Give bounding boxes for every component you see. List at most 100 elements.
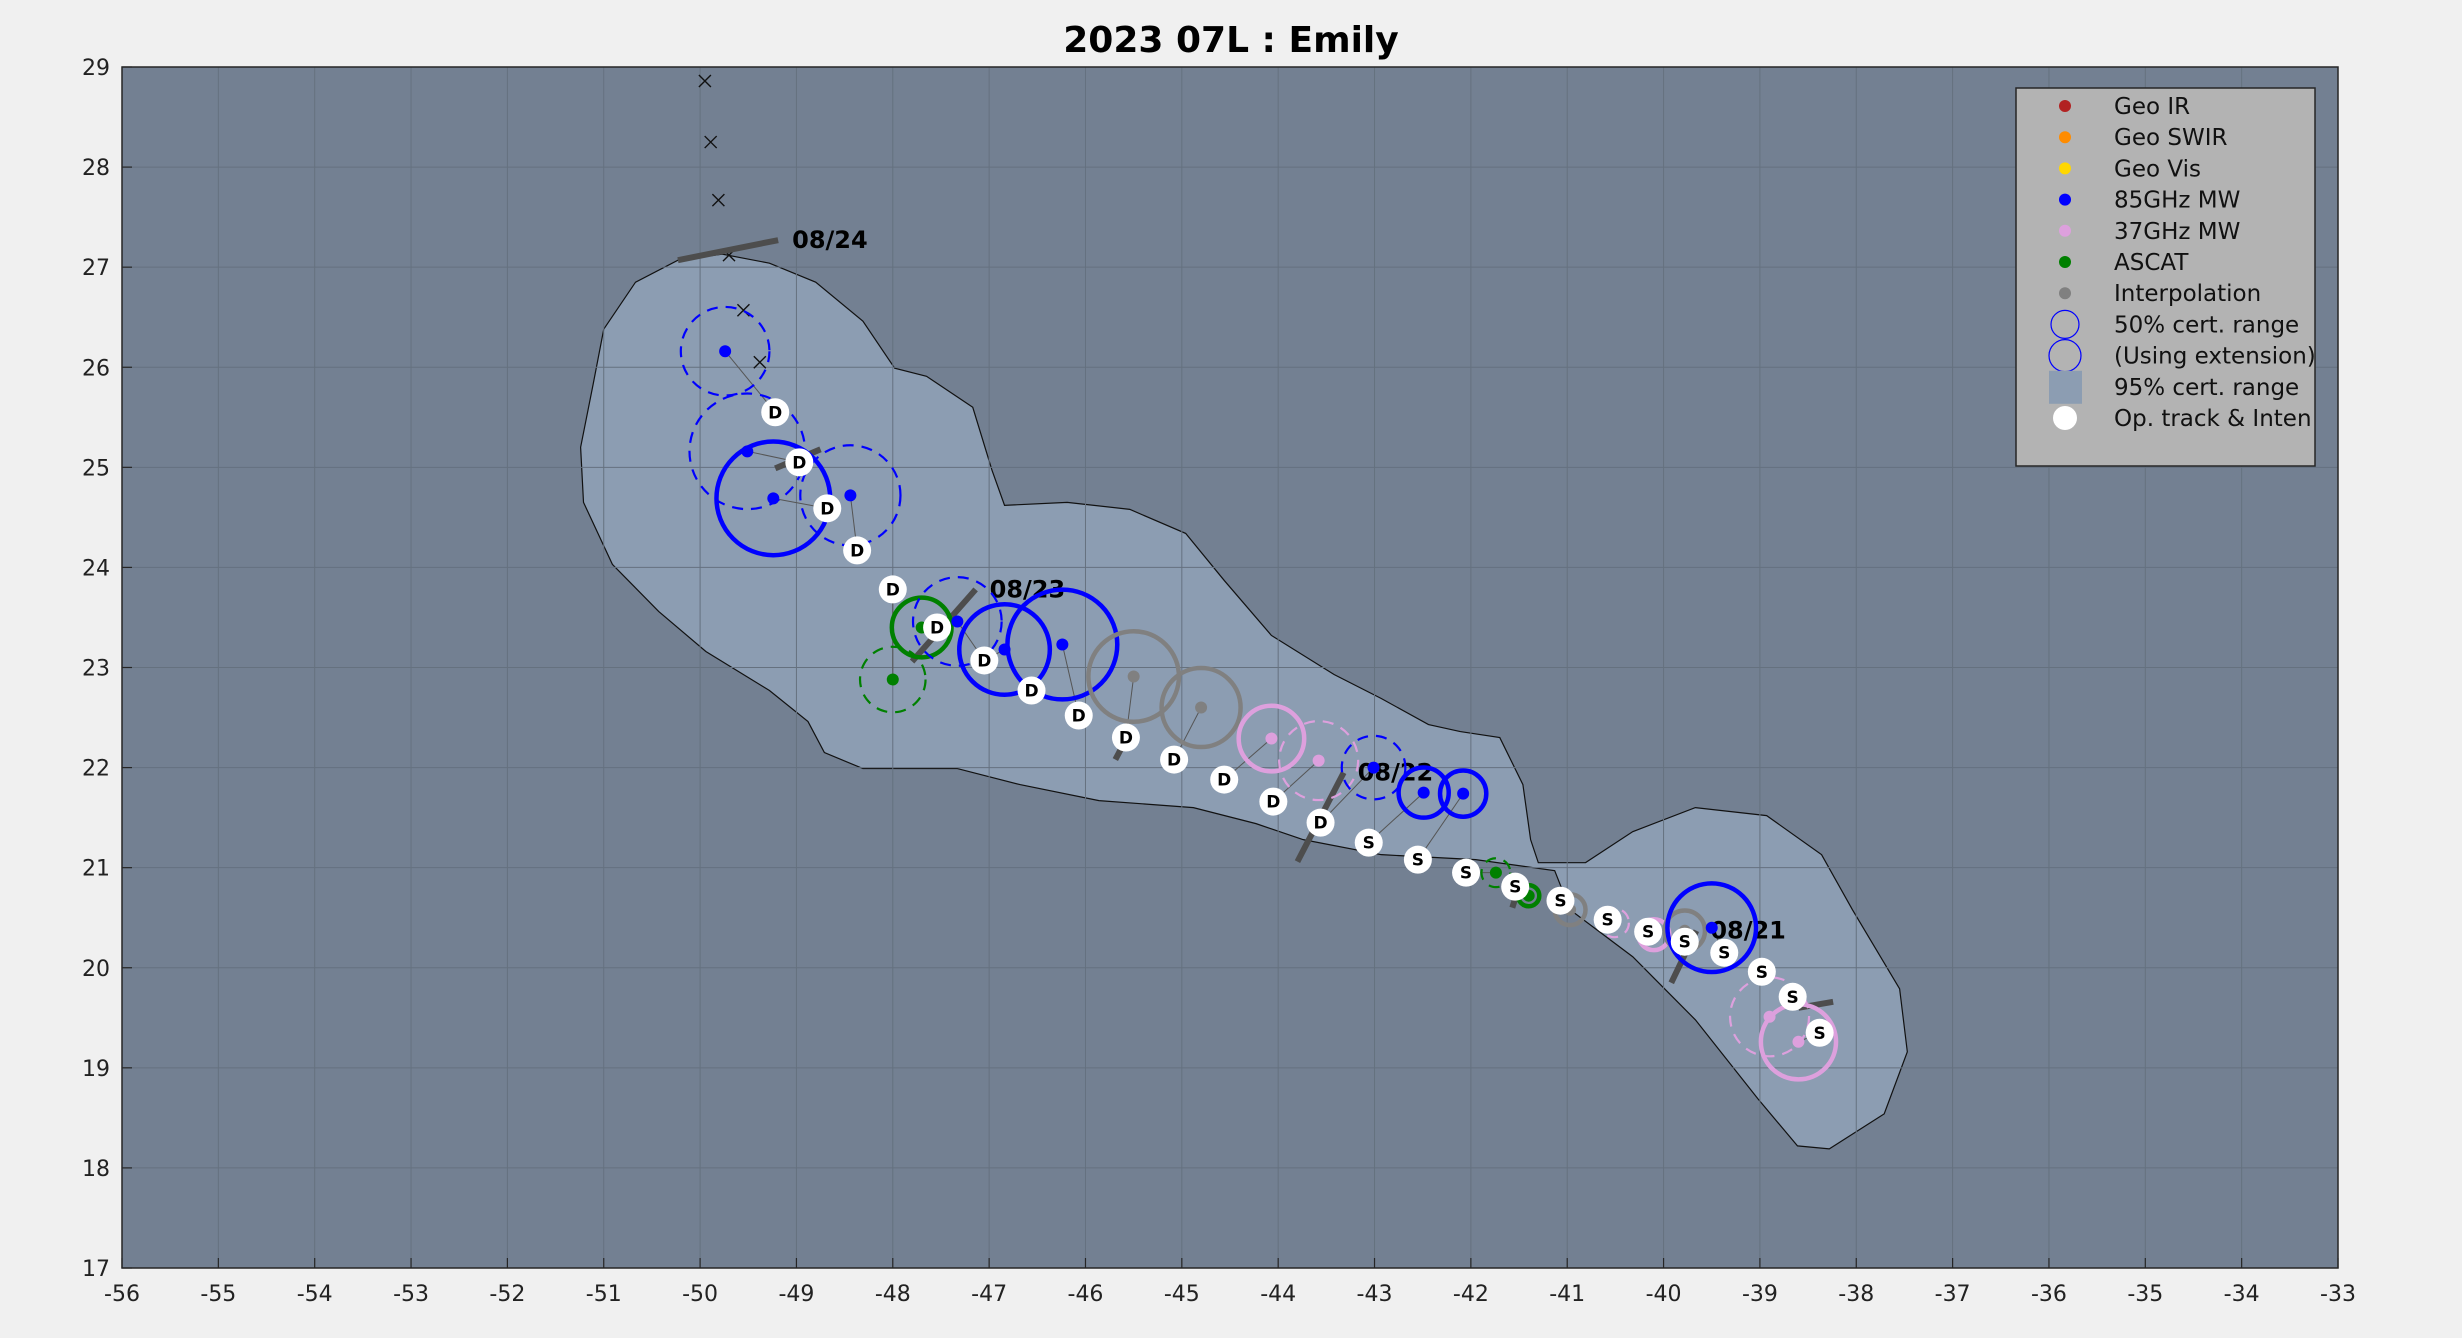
op-track-point xyxy=(1710,938,1739,967)
op-track-point xyxy=(1546,886,1575,915)
op-track-point xyxy=(1634,917,1663,946)
y-tick-label: 17 xyxy=(82,1257,110,1282)
fix-point xyxy=(1417,786,1430,799)
legend-dot-icon xyxy=(2059,131,2071,144)
x-tick-label: -54 xyxy=(297,1282,333,1307)
op-track-point xyxy=(878,575,907,604)
date-label: 08/22 xyxy=(1358,759,1434,787)
op-intensity-label: D xyxy=(792,453,806,473)
legend-dot-icon xyxy=(2059,224,2071,237)
op-track-point xyxy=(1160,745,1189,774)
op-track-point xyxy=(1064,701,1093,730)
fix-point xyxy=(951,615,964,628)
x-tick-label: -38 xyxy=(1838,1282,1874,1307)
op-intensity-label: D xyxy=(977,651,991,671)
op-intensity-label: S xyxy=(1509,878,1521,898)
fix-point xyxy=(1127,670,1140,683)
op-intensity-label: D xyxy=(768,403,782,423)
op-intensity-label: S xyxy=(1363,834,1375,854)
op-intensity-label: D xyxy=(886,580,900,600)
x-tick-label: -52 xyxy=(489,1282,525,1307)
op-intensity-label: S xyxy=(1787,988,1799,1008)
op-track-point xyxy=(1403,845,1432,874)
legend-label: 37GHz MW xyxy=(2114,219,2240,245)
op-track-point xyxy=(1259,787,1288,816)
fix-point xyxy=(1265,732,1278,745)
op-track-point xyxy=(1210,765,1239,794)
x-marker-icon xyxy=(753,355,767,369)
op-track-point xyxy=(843,536,872,565)
y-tick-label: 25 xyxy=(82,456,110,481)
certainty-circle xyxy=(1480,857,1512,889)
legend-label: Geo SWIR xyxy=(2114,125,2227,151)
op-intensity-label: D xyxy=(1119,729,1133,749)
x-marker-icon xyxy=(711,193,725,207)
legend: Geo IR Geo SWIR Geo Vis 85GHz MW 37GHz MW ASC… xyxy=(2015,87,2316,467)
fix-point xyxy=(1489,866,1502,879)
op-track-point xyxy=(1670,927,1699,956)
fix-point xyxy=(886,673,899,686)
legend-dot-icon xyxy=(2059,287,2071,300)
y-tick-label: 23 xyxy=(82,657,110,682)
date-marker-line xyxy=(677,237,779,264)
op-track-point xyxy=(761,398,790,427)
y-tick-label: 26 xyxy=(82,356,110,381)
op-track-point xyxy=(1306,808,1335,837)
x-tick-label: -53 xyxy=(393,1282,429,1307)
certainty-circle xyxy=(1665,881,1759,975)
legend-label: 95% cert. range xyxy=(2114,375,2299,401)
op-track-point xyxy=(970,646,999,675)
x-tick-label: -49 xyxy=(778,1282,814,1307)
legend-label: ASCAT xyxy=(2114,250,2189,276)
op-track-point xyxy=(1593,905,1622,934)
fix-point xyxy=(767,492,780,505)
y-tick-label: 28 xyxy=(82,156,110,181)
certainty-circle xyxy=(1236,703,1307,774)
x-tick-label: -50 xyxy=(682,1282,718,1307)
op-intensity-label: D xyxy=(820,499,834,519)
op-intensity-label: S xyxy=(1679,933,1691,953)
y-tick-label: 21 xyxy=(82,857,110,882)
certainty-circle xyxy=(911,576,1003,667)
op-track-point xyxy=(1501,872,1530,901)
y-tick-label: 27 xyxy=(82,256,110,281)
x-tick-label: -41 xyxy=(1549,1282,1585,1307)
x-tick-label: -46 xyxy=(1068,1282,1104,1307)
legend-white-dot-icon xyxy=(2053,406,2077,430)
fix-point xyxy=(1792,1035,1805,1048)
op-track-point xyxy=(1354,828,1383,857)
op-intensity-label: S xyxy=(1718,944,1730,964)
legend-label: 85GHz MW xyxy=(2114,188,2240,214)
op-track-point xyxy=(813,494,842,523)
x-tick-label: -33 xyxy=(2320,1282,2356,1307)
legend-square-icon xyxy=(2049,370,2082,404)
x-tick-label: -45 xyxy=(1164,1282,1200,1307)
x-tick-label: -39 xyxy=(1742,1282,1778,1307)
x-marker-icon xyxy=(704,135,718,149)
date-label: 08/24 xyxy=(792,226,868,254)
fix-point xyxy=(1457,787,1470,800)
certainty-circle xyxy=(889,595,954,660)
op-track-point xyxy=(1805,1018,1834,1047)
fix-point xyxy=(719,345,732,358)
op-track-point xyxy=(1747,957,1776,986)
x-tick-label: -34 xyxy=(2224,1282,2260,1307)
fix-point xyxy=(1705,921,1718,934)
fix-point xyxy=(1312,754,1325,767)
certainty-circle xyxy=(1278,719,1360,802)
legend-label: Geo IR xyxy=(2114,94,2190,120)
certainty-circle xyxy=(1159,665,1243,750)
y-tick-label: 18 xyxy=(82,1157,110,1182)
op-intensity-label: S xyxy=(1602,911,1614,931)
x-tick-label: -51 xyxy=(586,1282,622,1307)
op-intensity-label: D xyxy=(1217,771,1231,791)
legend-label: (Using extension) xyxy=(2114,344,2316,370)
x-tick-label: -40 xyxy=(1646,1282,1682,1307)
certainty-circle xyxy=(1005,587,1120,702)
op-intensity-label: S xyxy=(1756,963,1768,983)
legend-dot-icon xyxy=(2059,100,2071,112)
op-intensity-label: S xyxy=(1412,851,1424,871)
op-intensity-label: D xyxy=(1024,682,1038,702)
op-intensity-label: S xyxy=(1642,923,1654,943)
